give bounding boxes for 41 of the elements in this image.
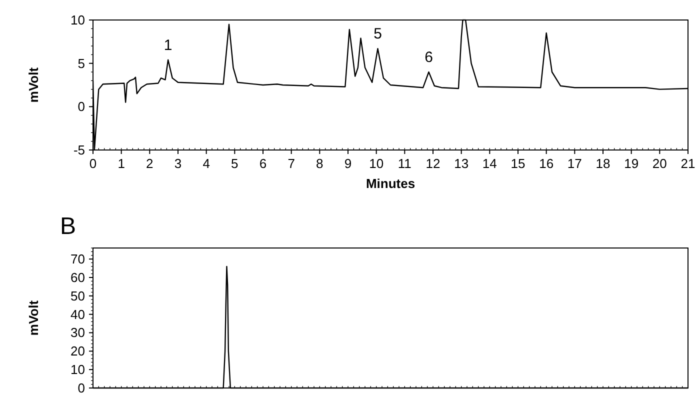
annotation: 1 [164, 36, 172, 54]
y-tick-label: 70 [70, 252, 85, 267]
x-tick-label: 11 [398, 156, 412, 171]
chart-title: B [60, 213, 76, 240]
y-tick-label: 20 [70, 344, 85, 359]
x-tick-label: 13 [454, 156, 469, 171]
x-tick-label: 10 [369, 156, 384, 171]
annotation: 5 [374, 26, 382, 43]
y-tick-label: -5 [73, 142, 85, 158]
y-tick-label: 10 [70, 362, 85, 378]
x-tick-label: 1 [118, 156, 125, 171]
y-tick-label: 0 [78, 380, 85, 396]
y-axis-title: mVolt [26, 300, 41, 336]
y-tick-label: 50 [70, 288, 85, 304]
x-tick-label: 0 [89, 156, 97, 171]
x-tick-label: 20 [652, 156, 667, 171]
y-tick-label: 10 [70, 12, 85, 28]
x-tick-label: 18 [596, 156, 610, 171]
y-tick-label: 5 [78, 56, 85, 71]
x-tick-label: 15 [510, 156, 526, 171]
y-tick-label: 60 [70, 270, 85, 285]
x-tick-label: 9 [344, 156, 352, 171]
x-tick-label: 14 [482, 156, 497, 171]
x-tick-label: 3 [174, 156, 182, 171]
y-axis-title: mVolt [26, 66, 41, 103]
x-tick-label: 7 [288, 156, 295, 171]
x-axis-title: Minutes [366, 176, 416, 191]
x-tick-label: 4 [202, 156, 210, 171]
y-tick-label: 0 [78, 99, 85, 114]
x-tick-label: 2 [146, 156, 154, 171]
x-tick-label: 6 [259, 156, 267, 171]
x-tick-label: 12 [426, 156, 440, 171]
x-tick-label: 21 [680, 156, 696, 171]
annotation: 6 [424, 49, 433, 66]
x-tick-label: 8 [316, 156, 324, 171]
x-tick-label: 17 [567, 156, 582, 171]
y-tick-label: 30 [70, 325, 85, 340]
x-tick-label: 16 [539, 156, 554, 171]
x-tick-label: 19 [624, 156, 639, 171]
x-tick-label: 5 [231, 156, 238, 171]
y-tick-label: 40 [70, 306, 85, 322]
